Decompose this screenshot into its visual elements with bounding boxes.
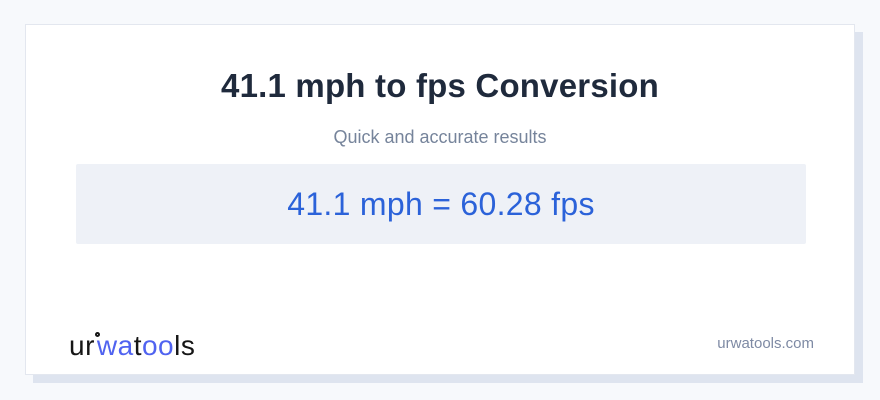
- logo[interactable]: urwatools: [69, 330, 196, 362]
- conversion-card: 41.1 mph to fps Conversion Quick and acc…: [25, 24, 855, 375]
- logo-text-t: t: [133, 330, 142, 362]
- logo-text-wa: wa: [96, 330, 134, 362]
- conversion-result-text: 41.1 mph = 60.28 fps: [287, 185, 595, 222]
- page-subtitle: Quick and accurate results: [333, 127, 547, 147]
- result-box: 41.1 mph = 60.28 fps: [76, 164, 806, 244]
- logo-text-oo: oo: [141, 330, 175, 362]
- logo-text-ls: ls: [174, 330, 196, 362]
- site-domain: urwatools.com: [717, 335, 814, 352]
- page-title: 41.1 mph to fps Conversion: [221, 67, 659, 104]
- logo-text-ur: ur: [69, 330, 95, 362]
- logo-ring-icon: [94, 332, 100, 338]
